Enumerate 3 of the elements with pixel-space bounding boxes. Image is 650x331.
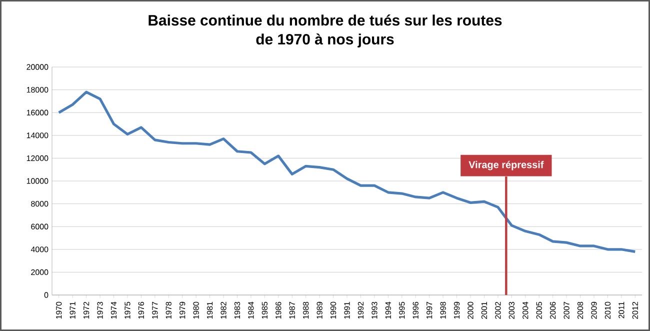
- ref-line-label: Virage répressif: [468, 160, 544, 170]
- line-series: [58, 90, 636, 253]
- chart-title: Baisse continue du nombre de tués sur les routes de 1970 à nos jours: [148, 14, 502, 48]
